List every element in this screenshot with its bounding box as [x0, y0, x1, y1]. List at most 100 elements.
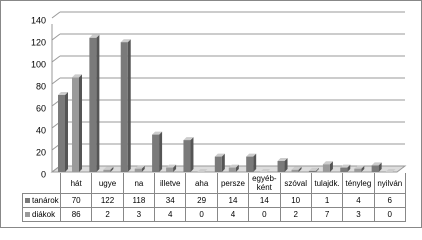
bar-top — [152, 131, 163, 135]
chart: 0 20 40 60 80 100 120 140 hát ugye na illetve aha pe… — [0, 0, 422, 228]
bar-top — [340, 164, 351, 168]
data-label: 4 — [154, 207, 187, 222]
bar-side — [235, 164, 239, 172]
data-label: 10 — [279, 193, 312, 208]
bar — [228, 167, 236, 172]
y-tick-label: 20 — [36, 147, 46, 157]
data-label: 2 — [279, 207, 312, 222]
bar — [183, 140, 191, 172]
bar — [308, 170, 316, 172]
corner — [23, 173, 61, 194]
bar-side — [141, 165, 145, 172]
bar-top — [277, 158, 288, 161]
data-label: 7 — [310, 207, 344, 222]
bar-top — [214, 153, 225, 157]
data-label: 86 — [59, 207, 93, 222]
y-tick-label: 0 — [41, 169, 46, 179]
grid-line — [51, 11, 61, 19]
bar — [58, 95, 65, 172]
bar-top — [103, 166, 114, 170]
bar-side — [110, 166, 114, 172]
data-label: 14 — [216, 193, 250, 208]
data-table: hát ugye na illetve aha persze egyéb-ként szóva… — [22, 173, 406, 222]
bar-top — [385, 169, 396, 172]
bar-side — [284, 158, 288, 172]
x-tick-label: tényleg — [342, 173, 375, 194]
x-tick-label: nyilván — [373, 173, 406, 194]
bar-top — [354, 165, 365, 169]
data-label: 1 — [310, 193, 344, 208]
bar — [120, 42, 128, 173]
bar-top — [371, 162, 382, 166]
x-tick-label: egyéb-ként — [248, 173, 281, 194]
bar — [354, 168, 362, 172]
bar-side — [298, 166, 302, 172]
series-row: tanárok 70 122 118 34 29 14 14 10 1 4 6 — [22, 193, 406, 208]
data-label: 3 — [342, 207, 375, 222]
data-label: 2 — [91, 207, 124, 222]
x-tick-label: hát — [59, 173, 93, 194]
legend-label: diákok — [32, 210, 56, 219]
bar-side — [315, 167, 319, 172]
bar-side — [378, 162, 382, 172]
bar-side — [221, 153, 225, 172]
bar-top — [166, 164, 177, 168]
legend-entry: tanárok — [22, 193, 61, 208]
y-tick-label: 140 — [31, 15, 46, 25]
bar-top — [228, 164, 239, 168]
category-row: hát ugye na illetve aha persze egyéb-ként szóva… — [23, 173, 406, 194]
bar — [166, 167, 174, 172]
grid-line — [51, 55, 61, 63]
data-label: 0 — [248, 207, 281, 222]
bar-top — [134, 165, 145, 169]
bar — [152, 134, 160, 172]
bar-top — [183, 137, 194, 141]
grid-line — [51, 33, 61, 41]
bar-top — [308, 167, 319, 171]
bar — [371, 165, 379, 172]
bar — [134, 168, 142, 172]
bar-side — [253, 153, 257, 172]
data-label: 122 — [91, 193, 124, 208]
bar-top — [322, 161, 333, 165]
bar-side — [96, 34, 100, 172]
x-tick-label: tulajdk. — [310, 173, 344, 194]
y-tick-label: 120 — [31, 37, 46, 47]
bar — [246, 156, 254, 172]
bar-side — [159, 131, 163, 172]
data-label: 6 — [373, 193, 406, 208]
bar — [72, 77, 79, 172]
x-tick-label: persze — [216, 173, 250, 194]
bar-side — [329, 161, 333, 172]
bar-top — [72, 74, 82, 78]
x-tick-label: szóval — [279, 173, 312, 194]
bar — [340, 167, 348, 172]
bar — [322, 164, 330, 172]
series-row: diákok 86 2 3 4 0 4 0 2 7 3 0 — [22, 207, 406, 222]
x-tick-label: na — [122, 173, 156, 194]
bar-top — [58, 92, 68, 95]
data-label: 4 — [342, 193, 375, 208]
bar-side — [65, 92, 68, 172]
y-tick-label: 60 — [36, 103, 46, 113]
bar-side — [190, 137, 194, 172]
bar-side — [173, 164, 177, 172]
bar — [277, 161, 285, 172]
bar — [103, 169, 111, 172]
legend-key — [25, 212, 30, 218]
data-label: 14 — [248, 193, 281, 208]
x-tick-label: illetve — [154, 173, 187, 194]
x-tick-label: aha — [185, 173, 218, 194]
x-tick-label: ugye — [91, 173, 124, 194]
y-tick-label: 100 — [31, 59, 46, 69]
data-label: 118 — [122, 193, 156, 208]
bar-side — [127, 39, 131, 173]
grid-line — [51, 77, 61, 85]
bar-top — [197, 169, 208, 172]
legend-key — [25, 198, 30, 204]
data-label: 29 — [185, 193, 218, 208]
data-label: 3 — [122, 207, 156, 222]
bar-top — [120, 39, 131, 43]
bar — [291, 169, 299, 172]
